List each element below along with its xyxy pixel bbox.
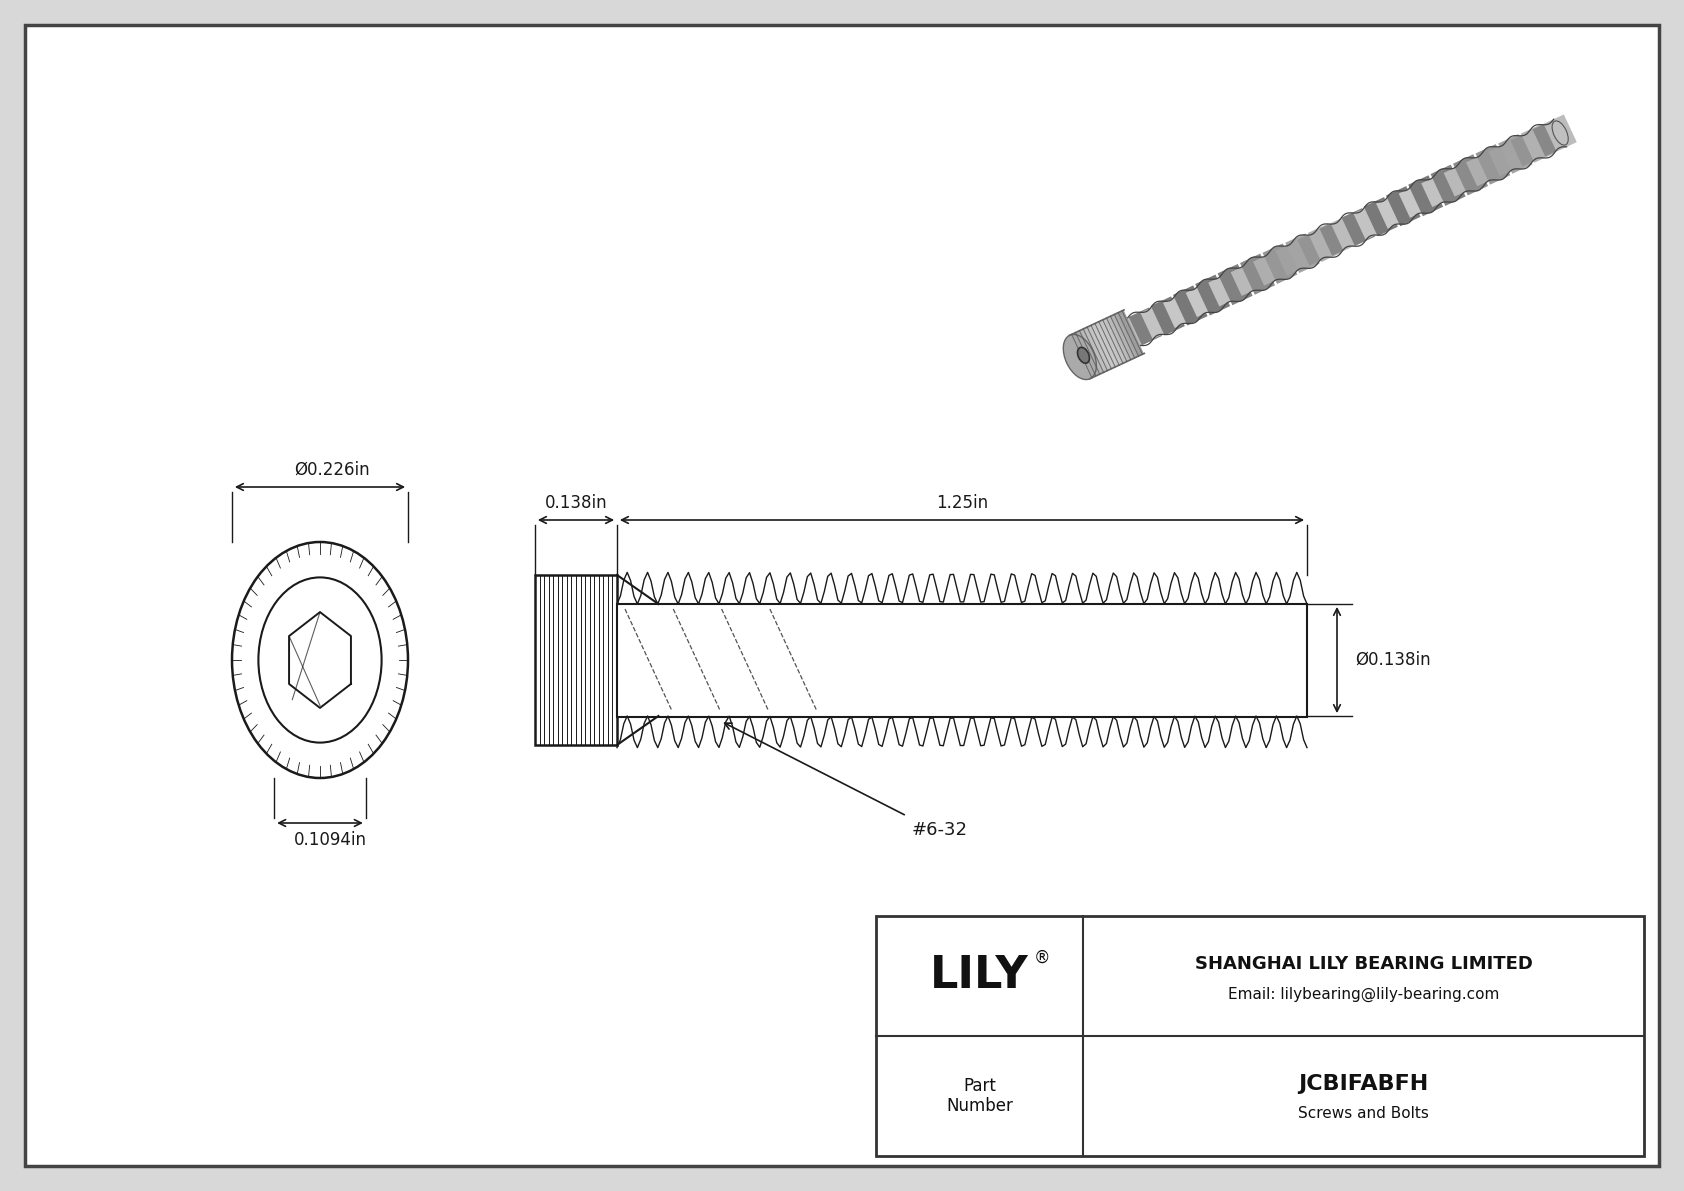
Text: 1.25in: 1.25in [936,494,989,512]
Ellipse shape [1063,335,1096,380]
Text: #6-32: #6-32 [911,821,968,838]
Bar [876,916,1644,1156]
Text: Ø0.138in: Ø0.138in [1356,651,1431,669]
Ellipse shape [258,578,382,743]
Text: Screws and Bolts: Screws and Bolts [1298,1106,1430,1122]
Ellipse shape [1553,121,1568,145]
Text: Ø0.226in: Ø0.226in [295,461,370,479]
Ellipse shape [232,542,408,778]
Bar [536,575,616,746]
Text: 0.1094in: 0.1094in [293,831,367,849]
Ellipse shape [1078,348,1090,363]
Text: LILY: LILY [930,954,1029,998]
Text: JCBIFABFH: JCBIFABFH [1298,1074,1428,1095]
Text: ®: ® [1034,949,1049,967]
Text: Part
Number: Part Number [946,1077,1014,1116]
Text: 0.138in: 0.138in [544,494,608,512]
Bar [616,604,1307,717]
Text: SHANGHAI LILY BEARING LIMITED: SHANGHAI LILY BEARING LIMITED [1194,955,1532,973]
Text: Email: lilybearing@lily-bearing.com: Email: lilybearing@lily-bearing.com [1228,986,1499,1002]
